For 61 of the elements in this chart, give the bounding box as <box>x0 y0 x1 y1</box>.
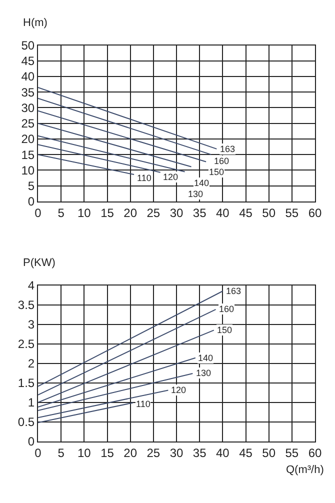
x-tick-label: 45 <box>239 206 253 220</box>
x-tick-label: 40 <box>216 446 230 460</box>
x-tick-label: 20 <box>124 206 138 220</box>
series-label: 130 <box>188 189 204 199</box>
series-label: 150 <box>217 325 232 335</box>
y-tick-label: 15 <box>21 148 35 162</box>
y-tick-label: 40 <box>21 70 35 84</box>
series-label: 150 <box>209 167 224 177</box>
x-tick-label: 35 <box>192 206 207 220</box>
x-tick-label: 55 <box>285 206 299 220</box>
x-tick-label: 35 <box>192 446 207 460</box>
x-tick-label: 5 <box>58 206 65 220</box>
y-tick-label: 25 <box>21 116 35 131</box>
x-tick-label: 60 <box>308 206 322 220</box>
x-axis-title: Q(m³/h) <box>286 464 324 476</box>
x-tick-label: 30 <box>170 206 184 220</box>
x-tick-label: 10 <box>77 206 92 220</box>
y-tick-label: 35 <box>21 85 35 100</box>
y-tick-label: 2 <box>28 356 35 371</box>
y-axis-title: H(m) <box>23 17 48 29</box>
series-label: 110 <box>136 399 150 409</box>
series-label: 140 <box>194 178 210 188</box>
y-tick-label: 5 <box>28 178 35 193</box>
x-tick-label: 40 <box>216 206 230 220</box>
x-tick-label: 20 <box>124 446 138 460</box>
y-tick-label: 0 <box>28 194 35 209</box>
x-tick-label: 55 <box>285 446 299 460</box>
series-label: 160 <box>219 304 234 314</box>
y-tick-label: 0 <box>28 434 35 449</box>
series-label: 160 <box>214 156 230 166</box>
y-tick-label: 2.5 <box>18 337 35 352</box>
y-tick-label: 45 <box>21 54 35 68</box>
y-tick-label: 30 <box>21 100 35 115</box>
series-label: 163 <box>226 286 242 296</box>
y-tick-label: 50 <box>21 38 35 52</box>
y-tick-label: 1.5 <box>18 376 35 390</box>
y-tick-label: 3 <box>28 318 35 332</box>
x-tick-label: 25 <box>146 206 160 220</box>
y-tick-label: 20 <box>21 132 35 146</box>
x-tick-label: 25 <box>146 446 160 460</box>
x-tick-label: 60 <box>308 446 322 460</box>
y-tick-label: 3.5 <box>18 298 35 312</box>
x-tick-label: 50 <box>262 446 276 460</box>
y-tick-label: 4 <box>28 278 35 292</box>
x-tick-label: 45 <box>239 446 253 460</box>
x-tick-label: 50 <box>262 206 276 220</box>
series-label: 130 <box>196 368 212 378</box>
x-tick-label: 30 <box>170 446 184 460</box>
series-label: 163 <box>220 144 236 154</box>
y-tick-label: 0.5 <box>18 415 35 430</box>
series-label: 120 <box>171 385 186 395</box>
series-label: 110 <box>137 173 152 183</box>
y-tick-label: 1 <box>28 396 35 410</box>
series-label: 120 <box>163 172 178 182</box>
y-axis-title: P(KW) <box>23 257 56 269</box>
series-label: 140 <box>198 353 214 363</box>
x-tick-label: 15 <box>100 446 114 460</box>
x-tick-label: 5 <box>58 446 65 460</box>
x-tick-label: 10 <box>77 446 92 460</box>
y-tick-label: 10 <box>21 163 35 178</box>
x-tick-label: 15 <box>100 206 114 220</box>
